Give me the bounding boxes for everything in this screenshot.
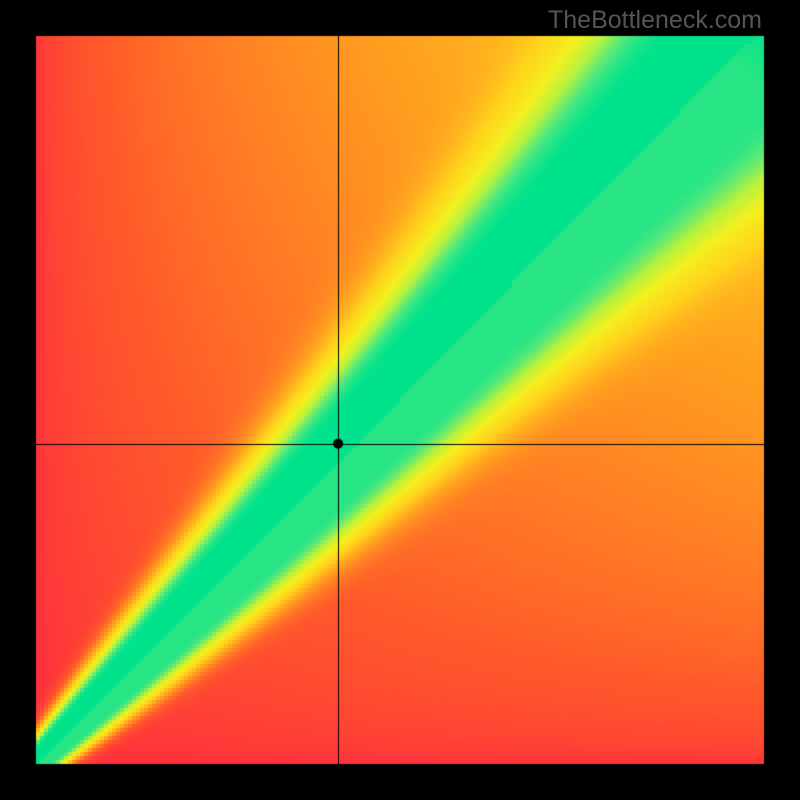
bottleneck-heatmap <box>0 0 800 800</box>
watermark-text: TheBottleneck.com <box>548 6 762 35</box>
chart-container: TheBottleneck.com <box>0 0 800 800</box>
